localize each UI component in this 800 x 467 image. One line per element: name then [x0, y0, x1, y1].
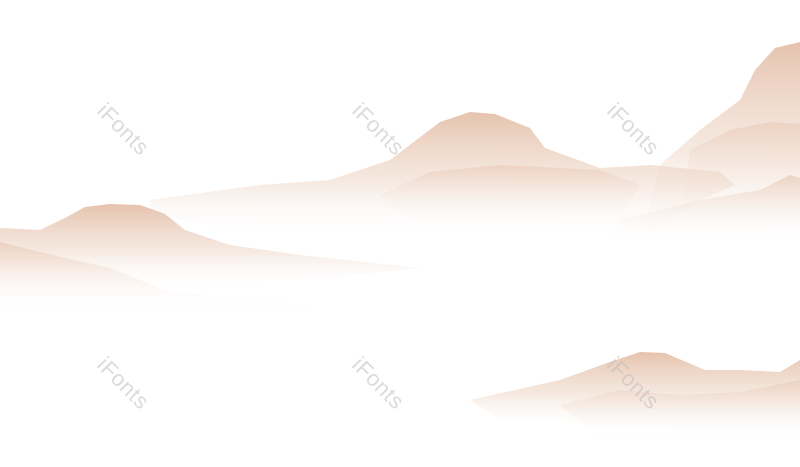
mountain-right-low: [610, 175, 800, 245]
mountain-bottom-right-front: [560, 380, 800, 440]
mountain-left-front: [0, 242, 340, 315]
mountain-center-front: [380, 165, 640, 225]
